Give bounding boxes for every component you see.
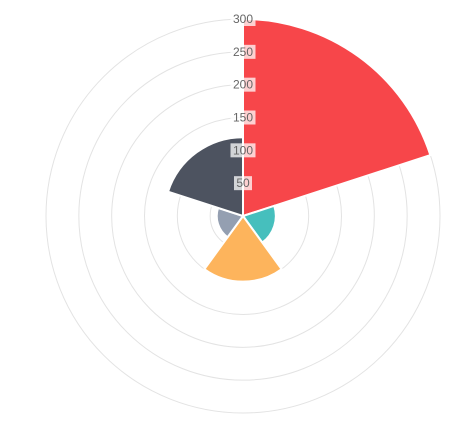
- tick-label-group: 250: [230, 44, 256, 59]
- tick-label-backdrop: [234, 176, 252, 191]
- tick-label-group: 150: [230, 110, 256, 125]
- segments: [166, 17, 432, 283]
- tick-label: 150: [233, 111, 253, 125]
- radial-tick-labels: 50 100 150 200 250 300: [230, 12, 256, 191]
- tick-label-backdrop: [230, 77, 256, 92]
- tick-label-group: 50: [234, 176, 252, 191]
- tick-label: 200: [233, 78, 253, 92]
- tick-label-group: 300: [230, 12, 256, 26]
- polar-segment[interactable]: [166, 136, 244, 218]
- tick-label-group: 100: [230, 143, 256, 158]
- tick-label: 300: [233, 12, 253, 26]
- tick-label: 100: [233, 143, 253, 157]
- tick-label-backdrop: [230, 143, 256, 158]
- tick-label-backdrop: [230, 44, 256, 59]
- tick-label-backdrop: [230, 110, 256, 125]
- tick-label: 250: [233, 45, 253, 59]
- polar-segment[interactable]: [242, 17, 432, 218]
- tick-label-backdrop: [230, 12, 256, 26]
- tick-label-group: 200: [230, 77, 256, 92]
- tick-label: 50: [236, 176, 250, 190]
- polar-segment[interactable]: [203, 214, 283, 283]
